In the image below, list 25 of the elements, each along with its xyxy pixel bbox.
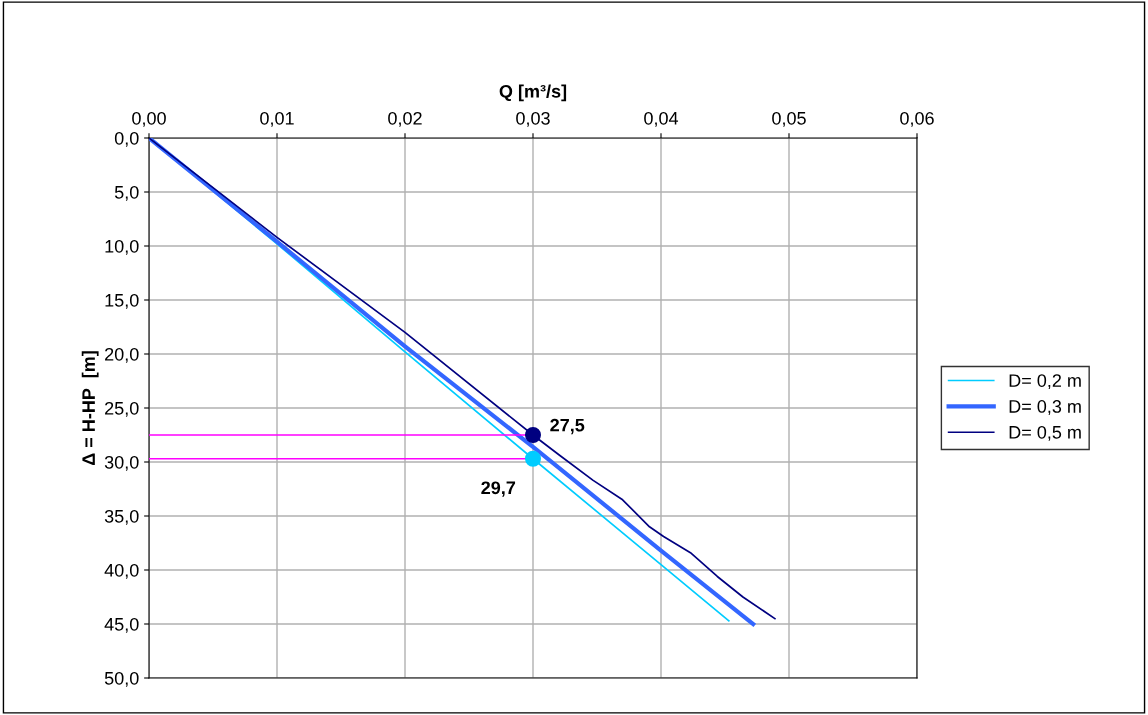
y-tick-label: 30,0 bbox=[104, 455, 139, 471]
legend-label: D= 0,3 m bbox=[1009, 400, 1081, 415]
y-tick-label: 35,0 bbox=[104, 509, 139, 525]
y-tick-label: 20,0 bbox=[105, 347, 139, 363]
y-tick-label: 25,0 bbox=[105, 401, 139, 417]
y-tick-label: 0,0 bbox=[114, 131, 139, 147]
y-tick-label: 10,0 bbox=[105, 239, 139, 255]
y-axis-title: Δ = H-HP [m] bbox=[81, 351, 99, 466]
x-tick-label: 0,02 bbox=[388, 111, 422, 127]
x-tick-label: 0,05 bbox=[772, 111, 806, 127]
legend-label: D= 0,2 m bbox=[1009, 374, 1081, 390]
y-tick-label: 5,0 bbox=[114, 185, 139, 201]
x-tick-label: 0,06 bbox=[900, 111, 934, 127]
data-label: 27,5 bbox=[550, 418, 585, 435]
x-axis-title: Q [m³/s] bbox=[499, 84, 567, 102]
x-tick-label: 0,03 bbox=[516, 111, 550, 127]
y-tick-label: 50,0 bbox=[104, 671, 139, 687]
y-tick-label: 45,0 bbox=[104, 617, 139, 633]
data-label: 29,7 bbox=[481, 481, 516, 497]
y-tick-label: 40,0 bbox=[104, 563, 139, 579]
x-tick-label: 0,01 bbox=[260, 111, 294, 127]
x-tick-label: 0,04 bbox=[644, 111, 679, 127]
legend-label: D= 0,5 m bbox=[1009, 425, 1081, 441]
y-tick-label: 15,0 bbox=[105, 293, 139, 309]
x-tick-label: 0,00 bbox=[132, 111, 166, 127]
